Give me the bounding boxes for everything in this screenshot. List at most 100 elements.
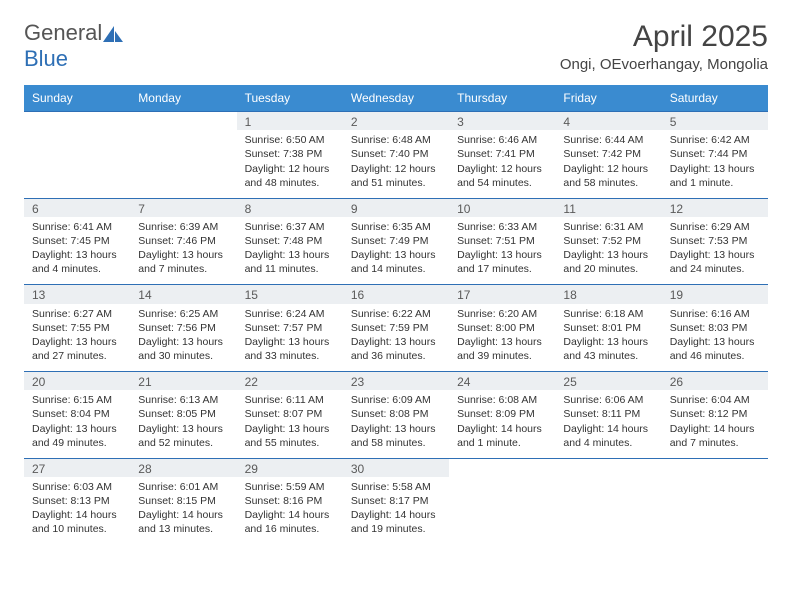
detail-row: Sunrise: 6:03 AMSunset: 8:13 PMDaylight:… bbox=[24, 477, 768, 545]
week-header: Tuesday bbox=[237, 85, 343, 112]
detail-row: Sunrise: 6:41 AMSunset: 7:45 PMDaylight:… bbox=[24, 217, 768, 285]
sunrise-line: Sunrise: 6:16 AM bbox=[670, 307, 760, 321]
day-detail-cell: Sunrise: 6:29 AMSunset: 7:53 PMDaylight:… bbox=[662, 217, 768, 285]
sunset-line: Sunset: 8:17 PM bbox=[351, 494, 441, 508]
day-number-cell: 4 bbox=[555, 112, 661, 131]
sunrise-line: Sunrise: 6:01 AM bbox=[138, 480, 228, 494]
week-header: Monday bbox=[130, 85, 236, 112]
day-detail-cell bbox=[662, 477, 768, 545]
daynum-row: 27282930 bbox=[24, 458, 768, 477]
sunrise-line: Sunrise: 6:46 AM bbox=[457, 133, 547, 147]
day-detail-cell: Sunrise: 6:35 AMSunset: 7:49 PMDaylight:… bbox=[343, 217, 449, 285]
daylight-line: Daylight: 14 hours and 1 minute. bbox=[457, 422, 547, 450]
sunrise-line: Sunrise: 6:08 AM bbox=[457, 393, 547, 407]
sunrise-line: Sunrise: 6:24 AM bbox=[245, 307, 335, 321]
sunrise-line: Sunrise: 6:41 AM bbox=[32, 220, 122, 234]
day-detail-cell: Sunrise: 6:01 AMSunset: 8:15 PMDaylight:… bbox=[130, 477, 236, 545]
sunrise-line: Sunrise: 6:22 AM bbox=[351, 307, 441, 321]
day-number-cell: 9 bbox=[343, 198, 449, 217]
day-detail-cell: Sunrise: 6:31 AMSunset: 7:52 PMDaylight:… bbox=[555, 217, 661, 285]
sunset-line: Sunset: 7:44 PM bbox=[670, 147, 760, 161]
day-number-cell bbox=[555, 458, 661, 477]
day-number-cell: 22 bbox=[237, 372, 343, 391]
day-number-cell: 29 bbox=[237, 458, 343, 477]
sunrise-line: Sunrise: 6:20 AM bbox=[457, 307, 547, 321]
daylight-line: Daylight: 13 hours and 7 minutes. bbox=[138, 248, 228, 276]
day-number-cell: 14 bbox=[130, 285, 236, 304]
daylight-line: Daylight: 14 hours and 16 minutes. bbox=[245, 508, 335, 536]
sunrise-line: Sunrise: 6:48 AM bbox=[351, 133, 441, 147]
sunset-line: Sunset: 7:38 PM bbox=[245, 147, 335, 161]
week-header: Saturday bbox=[662, 85, 768, 112]
sunrise-line: Sunrise: 6:11 AM bbox=[245, 393, 335, 407]
daylight-line: Daylight: 13 hours and 46 minutes. bbox=[670, 335, 760, 363]
day-number-cell: 12 bbox=[662, 198, 768, 217]
sunrise-line: Sunrise: 6:09 AM bbox=[351, 393, 441, 407]
daylight-line: Daylight: 14 hours and 10 minutes. bbox=[32, 508, 122, 536]
sunset-line: Sunset: 7:41 PM bbox=[457, 147, 547, 161]
daylight-line: Daylight: 13 hours and 4 minutes. bbox=[32, 248, 122, 276]
brand-text-2: Blue bbox=[24, 46, 68, 71]
title-block: April 2025 Ongi, OEvoerhangay, Mongolia bbox=[560, 20, 768, 73]
day-number-cell: 18 bbox=[555, 285, 661, 304]
sunrise-line: Sunrise: 6:27 AM bbox=[32, 307, 122, 321]
month-title: April 2025 bbox=[560, 20, 768, 54]
daylight-line: Daylight: 13 hours and 52 minutes. bbox=[138, 422, 228, 450]
sunrise-line: Sunrise: 5:58 AM bbox=[351, 480, 441, 494]
day-detail-cell: Sunrise: 6:16 AMSunset: 8:03 PMDaylight:… bbox=[662, 304, 768, 372]
day-number-cell: 16 bbox=[343, 285, 449, 304]
daylight-line: Daylight: 13 hours and 1 minute. bbox=[670, 162, 760, 190]
sunrise-line: Sunrise: 6:50 AM bbox=[245, 133, 335, 147]
daylight-line: Daylight: 13 hours and 24 minutes. bbox=[670, 248, 760, 276]
sunrise-line: Sunrise: 6:15 AM bbox=[32, 393, 122, 407]
daylight-line: Daylight: 14 hours and 4 minutes. bbox=[563, 422, 653, 450]
daynum-row: 13141516171819 bbox=[24, 285, 768, 304]
sunset-line: Sunset: 8:16 PM bbox=[245, 494, 335, 508]
day-number-cell bbox=[662, 458, 768, 477]
daylight-line: Daylight: 13 hours and 58 minutes. bbox=[351, 422, 441, 450]
daylight-line: Daylight: 13 hours and 17 minutes. bbox=[457, 248, 547, 276]
day-detail-cell: Sunrise: 6:27 AMSunset: 7:55 PMDaylight:… bbox=[24, 304, 130, 372]
brand-sail-icon bbox=[102, 25, 124, 43]
daylight-line: Daylight: 13 hours and 55 minutes. bbox=[245, 422, 335, 450]
daylight-line: Daylight: 14 hours and 7 minutes. bbox=[670, 422, 760, 450]
day-number-cell: 30 bbox=[343, 458, 449, 477]
sunset-line: Sunset: 8:03 PM bbox=[670, 321, 760, 335]
sunrise-line: Sunrise: 6:37 AM bbox=[245, 220, 335, 234]
daylight-line: Daylight: 13 hours and 11 minutes. bbox=[245, 248, 335, 276]
day-number-cell: 6 bbox=[24, 198, 130, 217]
day-detail-cell bbox=[555, 477, 661, 545]
day-number-cell: 7 bbox=[130, 198, 236, 217]
sunset-line: Sunset: 7:55 PM bbox=[32, 321, 122, 335]
sunrise-line: Sunrise: 5:59 AM bbox=[245, 480, 335, 494]
daylight-line: Daylight: 14 hours and 19 minutes. bbox=[351, 508, 441, 536]
day-detail-cell: Sunrise: 6:33 AMSunset: 7:51 PMDaylight:… bbox=[449, 217, 555, 285]
sunset-line: Sunset: 7:48 PM bbox=[245, 234, 335, 248]
day-number-cell: 17 bbox=[449, 285, 555, 304]
sunrise-line: Sunrise: 6:06 AM bbox=[563, 393, 653, 407]
daylight-line: Daylight: 13 hours and 39 minutes. bbox=[457, 335, 547, 363]
day-detail-cell: Sunrise: 6:18 AMSunset: 8:01 PMDaylight:… bbox=[555, 304, 661, 372]
sunset-line: Sunset: 7:42 PM bbox=[563, 147, 653, 161]
daylight-line: Daylight: 14 hours and 13 minutes. bbox=[138, 508, 228, 536]
sunrise-line: Sunrise: 6:44 AM bbox=[563, 133, 653, 147]
sunset-line: Sunset: 7:51 PM bbox=[457, 234, 547, 248]
day-number-cell: 3 bbox=[449, 112, 555, 131]
week-header-row: SundayMondayTuesdayWednesdayThursdayFrid… bbox=[24, 85, 768, 112]
daynum-row: 6789101112 bbox=[24, 198, 768, 217]
sunrise-line: Sunrise: 6:03 AM bbox=[32, 480, 122, 494]
day-detail-cell: Sunrise: 6:25 AMSunset: 7:56 PMDaylight:… bbox=[130, 304, 236, 372]
day-detail-cell: Sunrise: 6:06 AMSunset: 8:11 PMDaylight:… bbox=[555, 390, 661, 458]
detail-row: Sunrise: 6:15 AMSunset: 8:04 PMDaylight:… bbox=[24, 390, 768, 458]
daylight-line: Daylight: 12 hours and 54 minutes. bbox=[457, 162, 547, 190]
daylight-line: Daylight: 13 hours and 36 minutes. bbox=[351, 335, 441, 363]
day-number-cell: 13 bbox=[24, 285, 130, 304]
day-detail-cell bbox=[24, 130, 130, 198]
sunset-line: Sunset: 8:13 PM bbox=[32, 494, 122, 508]
sunset-line: Sunset: 7:53 PM bbox=[670, 234, 760, 248]
day-detail-cell: Sunrise: 5:58 AMSunset: 8:17 PMDaylight:… bbox=[343, 477, 449, 545]
brand-text-1: General bbox=[24, 20, 102, 45]
day-detail-cell bbox=[130, 130, 236, 198]
daylight-line: Daylight: 13 hours and 33 minutes. bbox=[245, 335, 335, 363]
week-header: Thursday bbox=[449, 85, 555, 112]
